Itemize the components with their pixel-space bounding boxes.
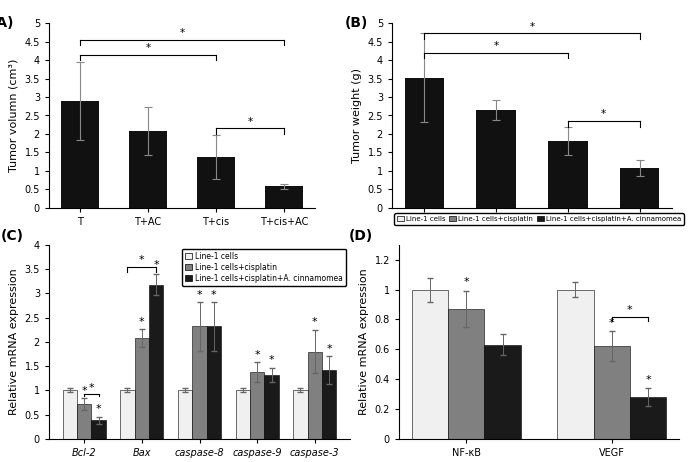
Bar <box>594 346 630 439</box>
Text: *: * <box>609 318 615 328</box>
Text: (A): (A) <box>0 16 14 30</box>
Bar <box>477 110 516 208</box>
Bar <box>92 420 106 439</box>
Bar <box>235 390 250 439</box>
Bar <box>77 404 92 439</box>
Bar <box>548 141 587 208</box>
Text: *: * <box>601 109 606 119</box>
Y-axis label: Relative mRNA expression: Relative mRNA expression <box>9 268 19 415</box>
Bar <box>307 352 322 439</box>
Text: *: * <box>96 404 101 414</box>
Y-axis label: Tumor weight (g): Tumor weight (g) <box>352 68 362 163</box>
Text: *: * <box>529 22 535 32</box>
Bar <box>322 370 336 439</box>
Bar <box>193 326 206 439</box>
Bar <box>620 168 659 208</box>
Text: *: * <box>254 350 260 360</box>
Text: *: * <box>139 255 145 265</box>
Text: *: * <box>139 317 145 327</box>
Bar <box>197 157 234 208</box>
Text: *: * <box>248 117 253 127</box>
Bar <box>265 187 303 208</box>
Text: *: * <box>179 28 185 38</box>
Legend: Line-1 cells, Line-1 cells+cisplatin, Line-1 cells+cisplatin+A. cinnamomea: Line-1 cells, Line-1 cells+cisplatin, Li… <box>394 213 684 225</box>
Bar <box>265 375 279 439</box>
Text: *: * <box>463 277 469 286</box>
Text: *: * <box>269 355 274 365</box>
Text: *: * <box>627 305 633 315</box>
Bar <box>134 338 149 439</box>
Text: *: * <box>153 260 159 270</box>
Legend: Line-1 cells, Line-1 cells+cisplatin, Line-1 cells+cisplatin+A. cinnamomea: Line-1 cells, Line-1 cells+cisplatin, Li… <box>181 249 346 286</box>
Bar <box>63 390 77 439</box>
Bar <box>206 326 221 439</box>
Text: (D): (D) <box>349 229 373 243</box>
Bar <box>448 309 484 439</box>
Bar <box>120 390 134 439</box>
Text: *: * <box>81 386 87 396</box>
Bar <box>250 372 265 439</box>
Bar <box>178 390 193 439</box>
Text: *: * <box>326 344 332 354</box>
Bar <box>149 285 164 439</box>
Bar <box>293 390 307 439</box>
Bar <box>630 397 666 439</box>
Text: *: * <box>146 43 150 53</box>
Text: *: * <box>197 290 202 300</box>
Bar <box>405 78 444 208</box>
Bar <box>412 290 448 439</box>
Text: *: * <box>312 317 318 327</box>
Bar <box>557 290 594 439</box>
Bar <box>484 345 521 439</box>
Bar <box>61 101 99 208</box>
Text: *: * <box>211 290 217 300</box>
Y-axis label: Relative mRNA expression: Relative mRNA expression <box>359 268 369 415</box>
Y-axis label: Tumor volumn (cm³): Tumor volumn (cm³) <box>9 59 19 172</box>
Text: (B): (B) <box>344 16 368 30</box>
Text: *: * <box>645 375 651 385</box>
Bar <box>130 131 167 208</box>
Text: (C): (C) <box>1 229 24 243</box>
Text: *: * <box>89 383 95 393</box>
Text: *: * <box>494 41 498 51</box>
